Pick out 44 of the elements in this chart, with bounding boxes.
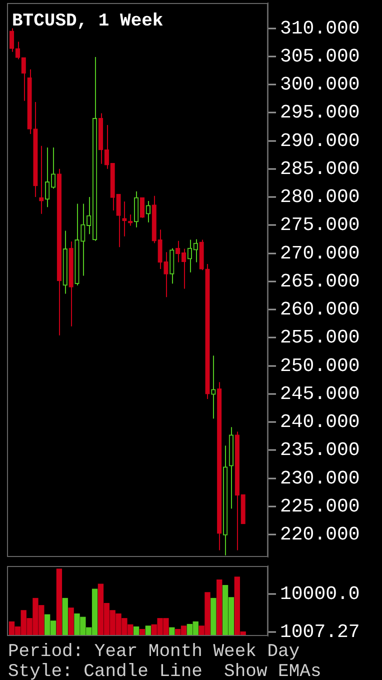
text: Period: Year Month Week Day [8,642,301,662]
y-tick-label: 270.000 [280,242,360,264]
candlestick [170,248,174,284]
candlestick [128,214,133,226]
y-tick-label: 240.000 [280,411,360,434]
candlestick [164,252,168,298]
candlestick [211,355,216,420]
y-tick-label: 10000.0 [280,583,360,606]
y-tick-label: 230.000 [280,467,360,490]
y-tick-label: 260.000 [280,298,360,321]
y-tick-label: 245.000 [280,382,360,405]
bar [62,598,68,636]
candlestick [80,203,86,276]
y-tick-label: 235.000 [280,439,360,462]
y-tick-label: 1007.27 [280,620,360,643]
text: Style: Candle Line Show EMAs [8,662,322,680]
y-tick-label: 255.000 [280,326,360,349]
candlestick [9,28,14,52]
y-tick-label: 310.000 [280,17,360,40]
y-tick-label: 285.000 [280,158,360,180]
y-tick-label: 280.000 [280,186,360,208]
candlestick [158,229,162,270]
y-tick-label: 265.000 [280,270,360,292]
y-tick-label: 250.000 [280,354,360,377]
text: BTCUSD, 1 Week [12,12,164,32]
y-tick-label: 275.000 [280,214,360,236]
bar [210,598,216,636]
bar [56,568,62,636]
y-tick-label: 225.000 [280,495,360,518]
y-tick-label: 290.000 [280,130,360,152]
y-tick-label: 295.000 [280,102,360,124]
y-tick-label: 305.000 [280,45,360,68]
candlestick [21,57,26,102]
bar [216,580,222,636]
candlestick [116,194,121,248]
candlestick [15,41,20,60]
y-tick-label: 300.000 [280,74,360,96]
candlestick [122,201,127,237]
candlestick [140,197,145,218]
candlestick [146,200,151,223]
candlestick [134,190,139,228]
bar [68,608,74,636]
candlestick [39,145,44,214]
y-tick-label: 220.000 [280,524,360,546]
